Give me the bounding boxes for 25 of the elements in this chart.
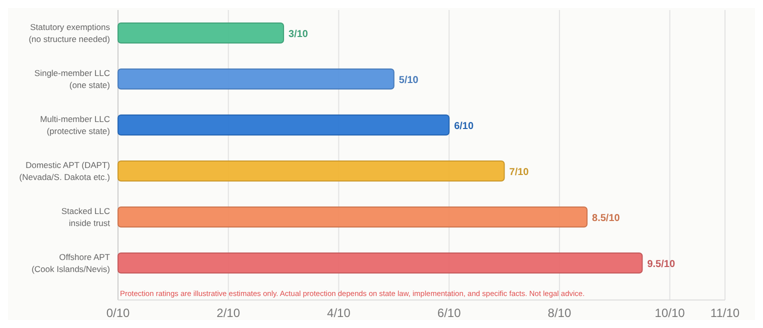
x-tick-label: 6/10 bbox=[437, 306, 462, 320]
bar bbox=[118, 252, 643, 274]
y-tick-label: Multi-member LLC (protective state) bbox=[40, 114, 110, 136]
bar bbox=[118, 68, 394, 90]
y-tick-label: Offshore APT (Cook Islands/Nevis) bbox=[32, 252, 110, 274]
data-label: 5/10 bbox=[398, 75, 419, 86]
data-label: 9.5/10 bbox=[647, 259, 676, 270]
x-tick-label: 11/10 bbox=[710, 306, 740, 320]
data-label: 3/10 bbox=[288, 29, 308, 40]
x-tick-label: 4/10 bbox=[327, 306, 351, 320]
bar bbox=[118, 22, 284, 44]
y-tick-label: Domestic APT (DAPT) (Nevada/S. Dakota etc.) bbox=[19, 160, 110, 182]
x-tick-label: 10/10 bbox=[654, 306, 686, 320]
x-tick-label: 2/10 bbox=[216, 306, 240, 320]
data-label: 6/10 bbox=[454, 121, 474, 132]
x-tick-label: 0/10 bbox=[106, 306, 130, 320]
y-tick-label: Single-member LLC (one state) bbox=[34, 68, 110, 90]
data-label: 7/10 bbox=[509, 167, 530, 178]
y-tick-label: Stacked LLC inside trust bbox=[61, 206, 111, 228]
y-tick-label: Statutory exemptions (no structure needed) bbox=[28, 22, 110, 44]
bar bbox=[118, 206, 588, 228]
data-label: 8.5/10 bbox=[592, 213, 620, 224]
bar bbox=[118, 160, 505, 182]
bar bbox=[118, 114, 450, 136]
x-tick-label: 8/10 bbox=[548, 306, 572, 320]
